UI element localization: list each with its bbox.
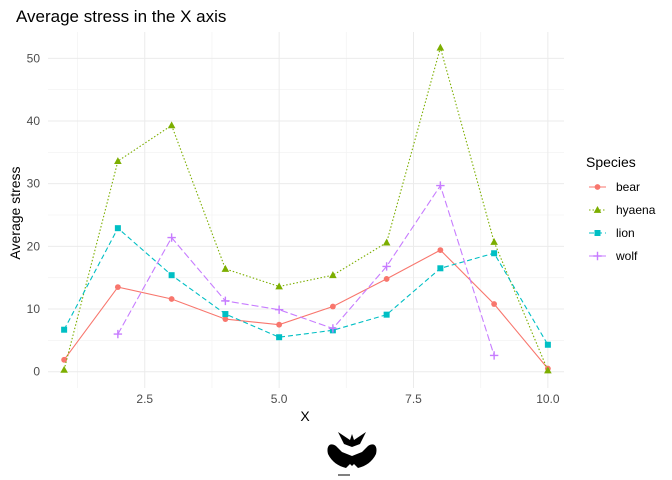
data-point-bear xyxy=(276,321,283,328)
data-point-bear xyxy=(383,276,390,282)
data-point-hyaena xyxy=(544,366,552,374)
data-point-wolf xyxy=(328,324,338,333)
data-point-lion xyxy=(168,272,175,279)
data-point-hyaena xyxy=(490,237,498,245)
legend-label: lion xyxy=(616,226,635,240)
legend-title: Species xyxy=(586,154,636,170)
data-point-lion xyxy=(491,250,498,257)
series-line-wolf xyxy=(117,184,495,356)
data-point-hyaena xyxy=(167,121,176,129)
x-tick-label: 7.5 xyxy=(405,392,422,406)
data-point-lion xyxy=(544,341,551,348)
data-point-bear xyxy=(61,356,68,363)
data-point-lion xyxy=(61,326,68,333)
chart-title: Average stress in the X axis xyxy=(16,7,226,26)
logo-mark xyxy=(327,432,377,476)
data-point-lion xyxy=(383,311,390,318)
x-tick-label: 2.5 xyxy=(136,392,153,406)
data-point-hyaena xyxy=(275,282,283,290)
data-point-wolf xyxy=(167,233,176,242)
series-lion xyxy=(61,225,551,348)
y-tick-label: 40 xyxy=(27,114,41,128)
data-point-bear xyxy=(114,284,121,290)
y-tick-label: 10 xyxy=(27,302,41,316)
legend-item-hyaena: hyaena xyxy=(589,203,656,217)
data-point-lion xyxy=(114,225,121,232)
data-point-wolf xyxy=(274,305,284,314)
data-point-hyaena xyxy=(221,264,230,272)
series-line-lion xyxy=(63,227,549,346)
y-axis-ticks: 0 10 20 30 40 50 xyxy=(27,51,41,378)
data-point-lion xyxy=(437,265,444,272)
legend-item-bear: bear xyxy=(589,180,640,194)
y-tick-label: 30 xyxy=(27,177,41,191)
data-point-bear xyxy=(437,247,444,254)
x-tick-label: 10.0 xyxy=(536,392,560,406)
data-point-wolf xyxy=(221,296,230,306)
legend: bear hyaena lion wolf xyxy=(589,180,656,263)
data-point-bear xyxy=(222,316,229,322)
legend-item-lion: lion xyxy=(589,226,635,240)
data-point-bear xyxy=(168,296,175,302)
data-point-lion xyxy=(276,334,283,341)
data-point-bear xyxy=(329,303,336,310)
data-point-hyaena xyxy=(382,238,391,246)
data-point-hyaena xyxy=(60,365,68,373)
y-axis-title: Average stress xyxy=(7,166,23,259)
legend-key-marker xyxy=(593,206,602,213)
data-point-wolf xyxy=(113,329,123,339)
series-hyaena xyxy=(60,43,552,374)
legend-label: hyaena xyxy=(616,203,656,217)
series-bear xyxy=(61,247,551,372)
series-line-bear xyxy=(63,249,549,369)
series-wolf xyxy=(113,181,499,360)
data-point-lion xyxy=(222,311,229,318)
x-tick-label: 5.0 xyxy=(271,392,288,406)
data-point-wolf xyxy=(489,351,499,360)
y-tick-label: 0 xyxy=(33,365,40,379)
data-point-hyaena xyxy=(114,157,122,165)
legend-label: bear xyxy=(616,180,640,194)
x-axis-title: X xyxy=(300,408,310,424)
grid xyxy=(48,32,564,388)
data-point-wolf xyxy=(436,181,445,190)
x-axis-ticks: 2.5 5.0 7.5 10.0 xyxy=(136,392,559,406)
legend-key-marker xyxy=(594,184,601,190)
legend-item-wolf: wolf xyxy=(589,249,638,263)
series-line-hyaena xyxy=(63,45,549,371)
data-point-hyaena xyxy=(436,43,445,51)
data-point-bear xyxy=(491,301,498,307)
y-tick-label: 50 xyxy=(27,51,41,65)
y-tick-label: 20 xyxy=(27,239,41,253)
legend-key-marker xyxy=(594,230,601,236)
legend-label: wolf xyxy=(615,249,638,263)
legend-key-marker xyxy=(593,251,602,261)
series-group xyxy=(60,43,552,374)
data-point-wolf xyxy=(382,262,391,271)
data-point-hyaena xyxy=(329,271,337,279)
